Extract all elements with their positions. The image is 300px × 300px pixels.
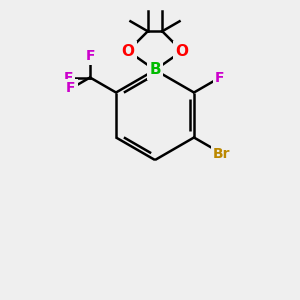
Text: F: F [63,70,73,85]
Text: Br: Br [213,146,230,161]
Text: O: O [122,44,134,59]
Text: F: F [66,82,76,95]
Text: O: O [176,44,188,59]
Text: F: F [215,70,225,85]
Text: B: B [149,62,161,77]
Text: F: F [85,49,95,62]
